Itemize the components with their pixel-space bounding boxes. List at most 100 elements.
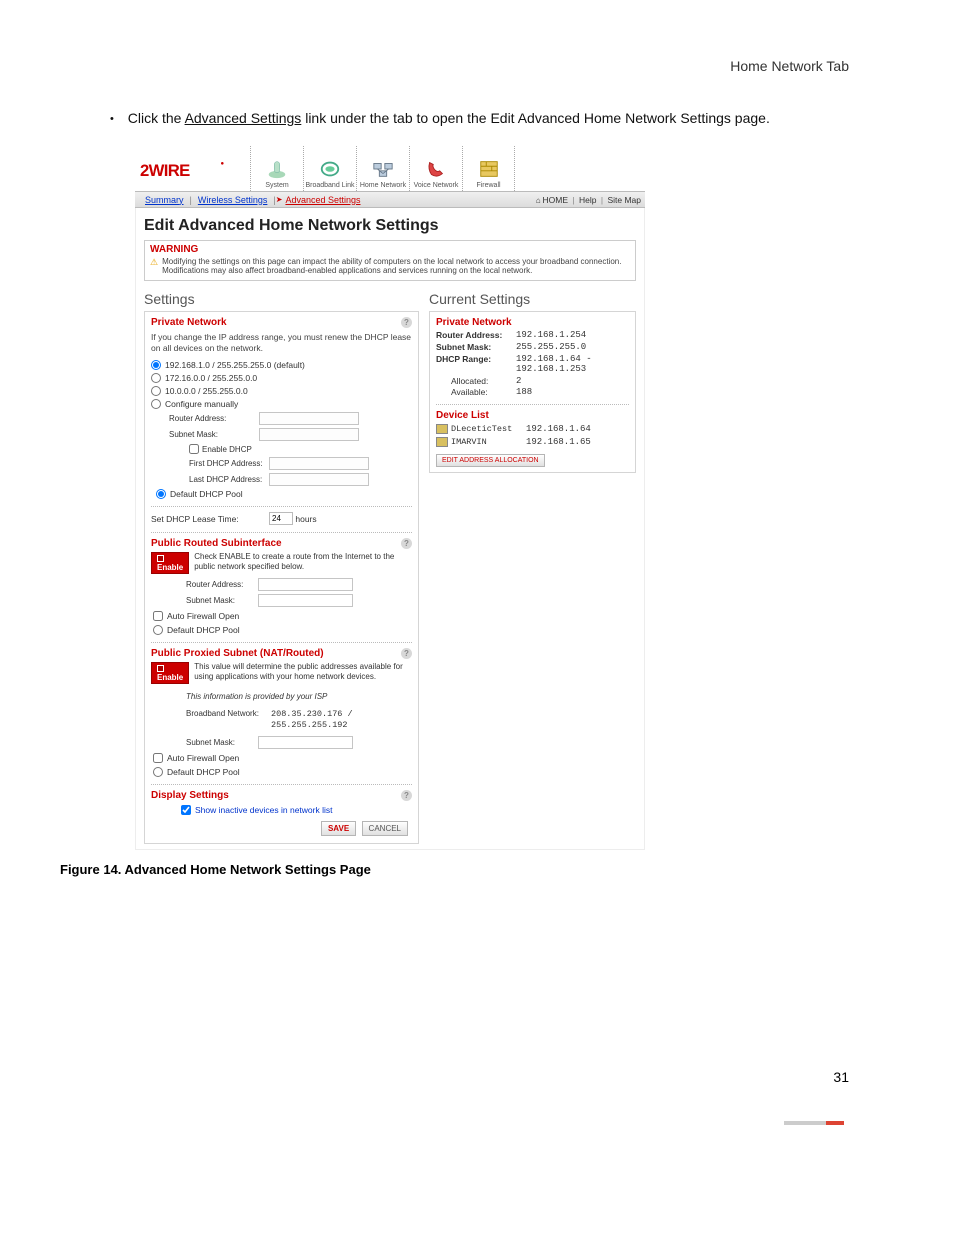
main-panel: Edit Advanced Home Network Settings WARN… <box>135 208 645 850</box>
router-address-input[interactable] <box>259 412 359 425</box>
bb-value: 208.35.230.176 / 255.255.255.192 <box>271 709 353 731</box>
subnav-sitemap-link[interactable]: Site Map <box>607 195 641 205</box>
bb-label: Broadband Network: <box>186 709 271 731</box>
home-icon: ⌂ <box>536 196 541 205</box>
nav-tabs: System Broadband Link Home Network Voice… <box>250 146 515 191</box>
routed-autofw-label: Auto Firewall Open <box>167 611 239 621</box>
help-icon[interactable]: ? <box>401 317 412 328</box>
subnav-home-link[interactable]: HOME <box>543 195 569 205</box>
nav-system-label: System <box>265 182 288 189</box>
last-dhcp-input[interactable] <box>269 473 369 486</box>
nav-home-network[interactable]: Home Network <box>356 146 409 191</box>
radio-172-label: 172.16.0.0 / 255.255.0.0 <box>165 373 257 383</box>
page-title: Edit Advanced Home Network Settings <box>144 217 636 235</box>
proxied-defpool-label: Default DHCP Pool <box>167 767 240 777</box>
routed-enable-text: Check ENABLE to create a route from the … <box>194 552 412 574</box>
enable-dhcp-checkbox[interactable] <box>189 444 199 454</box>
nav-broadband-label: Broadband Link <box>305 182 354 189</box>
routed-subnet-label: Subnet Mask: <box>186 596 258 605</box>
cs-alloc-v: 2 <box>516 376 521 386</box>
cs-router-v: 192.168.1.254 <box>516 330 586 340</box>
cs-avail-v: 188 <box>516 387 532 397</box>
nav-firewall[interactable]: Firewall <box>462 146 515 191</box>
current-settings-heading: Current Settings <box>429 291 636 307</box>
first-dhcp-input[interactable] <box>269 457 369 470</box>
settings-heading: Settings <box>144 291 419 307</box>
bullet-icon: • <box>110 113 114 125</box>
proxied-subnet-input[interactable] <box>258 736 353 749</box>
device-name: DLeceticTest <box>451 424 526 434</box>
cs-range-k: DHCP Range: <box>436 354 516 374</box>
last-dhcp-label: Last DHCP Address: <box>189 475 269 484</box>
radio-10-label: 10.0.0.0 / 255.255.0.0 <box>165 386 248 396</box>
router-address-label: Router Address: <box>169 414 259 423</box>
figure-caption: Figure 14. Advanced Home Network Setting… <box>60 862 894 877</box>
radio-manual[interactable] <box>151 399 161 409</box>
subnet-mask-input[interactable] <box>259 428 359 441</box>
proxied-enable-button[interactable]: Enable <box>151 662 189 684</box>
proxied-subnet-label: Subnet Mask: <box>186 738 258 747</box>
subnav-summary-link[interactable]: Summary <box>139 195 190 205</box>
routed-autofw-checkbox[interactable] <box>153 611 163 621</box>
proxied-defpool-radio[interactable] <box>153 767 163 777</box>
cs-subnet-k: Subnet Mask: <box>436 342 516 352</box>
top-bar: 2WIRE System Broadband Link Home Network <box>135 141 645 191</box>
enable-dhcp-label: Enable DHCP <box>202 445 252 454</box>
warning-text: Modifying the settings on this page can … <box>162 257 630 275</box>
warning-box: WARNING ⚠ Modifying the settings on this… <box>144 240 636 281</box>
cs-range-v: 192.168.1.64 - 192.168.1.253 <box>516 354 592 374</box>
page-number: 31 <box>833 1069 849 1085</box>
device-ip: 192.168.1.65 <box>526 437 591 447</box>
screenshot-container: 2WIRE System Broadband Link Home Network <box>135 141 645 850</box>
edit-allocation-button[interactable]: EDIT ADDRESS ALLOCATION <box>436 454 545 467</box>
nav-home-network-label: Home Network <box>360 182 406 189</box>
device-list-heading: Device List <box>436 410 629 421</box>
show-inactive-checkbox[interactable] <box>181 805 191 815</box>
warning-icon: ⚠ <box>150 257 158 275</box>
footer-accent-bar <box>784 1121 844 1125</box>
default-pool-radio[interactable] <box>156 489 166 499</box>
device-icon <box>436 424 448 434</box>
device-icon <box>436 437 448 447</box>
proxied-autofw-checkbox[interactable] <box>153 753 163 763</box>
cs-private-heading: Private Network <box>436 317 629 328</box>
cancel-button[interactable]: CANCEL <box>362 821 408 836</box>
nav-voice[interactable]: Voice Network <box>409 146 462 191</box>
instr-prefix: Click the <box>128 110 185 126</box>
subnav-help-link[interactable]: Help <box>579 195 596 205</box>
cs-avail-k: Available: <box>451 387 516 397</box>
device-name: IMARVIN <box>451 437 526 447</box>
nav-system[interactable]: System <box>250 146 303 191</box>
warning-title: WARNING <box>150 244 630 255</box>
device-row: IMARVIN 192.168.1.65 <box>436 437 629 447</box>
radio-172[interactable] <box>151 373 161 383</box>
header-section-title: Home Network Tab <box>730 58 849 74</box>
proxied-heading: Public Proxied Subnet (NAT/Routed) <box>151 648 412 659</box>
lease-time-input[interactable] <box>269 512 293 525</box>
routed-router-input[interactable] <box>258 578 353 591</box>
routed-defpool-radio[interactable] <box>153 625 163 635</box>
lease-time-label: Set DHCP Lease Time: <box>151 514 269 524</box>
radio-10[interactable] <box>151 386 161 396</box>
nav-broadband[interactable]: Broadband Link <box>303 146 356 191</box>
save-button[interactable]: SAVE <box>321 821 356 836</box>
settings-box: ? Private Network If you change the IP a… <box>144 311 419 844</box>
subnet-mask-label: Subnet Mask: <box>169 430 259 439</box>
instr-suffix: link under the tab to open the Edit Adva… <box>301 110 770 126</box>
first-dhcp-label: First DHCP Address: <box>189 459 269 468</box>
radio-default[interactable] <box>151 360 161 370</box>
advanced-settings-link-text: Advanced Settings <box>185 110 302 126</box>
cs-alloc-k: Allocated: <box>451 376 516 386</box>
routed-heading: Public Routed Subinterface <box>151 538 412 549</box>
cs-router-k: Router Address: <box>436 330 516 340</box>
routed-enable-button[interactable]: Enable <box>151 552 189 574</box>
private-network-heading: Private Network <box>151 317 412 328</box>
subnav-wireless-link[interactable]: Wireless Settings <box>192 195 274 205</box>
svg-text:2WIRE: 2WIRE <box>140 161 190 180</box>
device-row: DLeceticTest 192.168.1.64 <box>436 424 629 434</box>
sub-nav-bar: Summary | Wireless Settings | ➤ Advanced… <box>135 191 645 208</box>
private-note: If you change the IP address range, you … <box>151 332 412 354</box>
routed-subnet-input[interactable] <box>258 594 353 607</box>
default-pool-label: Default DHCP Pool <box>170 489 243 499</box>
device-ip: 192.168.1.64 <box>526 424 591 434</box>
